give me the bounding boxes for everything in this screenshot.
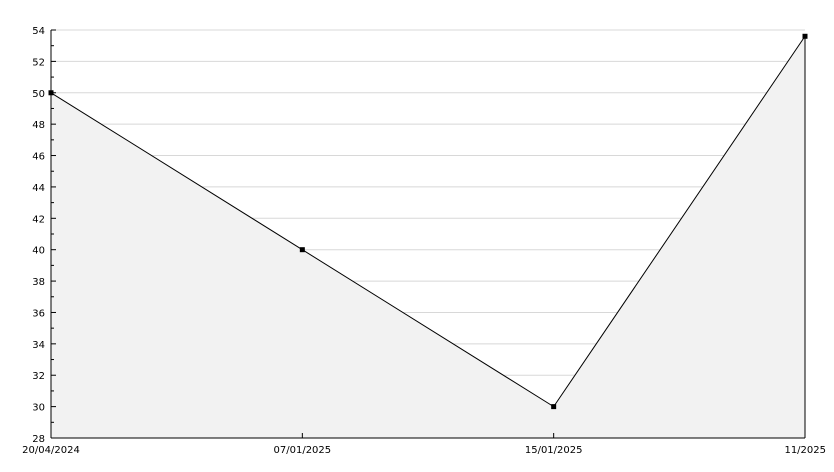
- data-point: [802, 33, 808, 39]
- y-tick-label: 46: [32, 152, 45, 163]
- series-line: [50, 35, 806, 408]
- y-tick-label: 44: [32, 183, 45, 194]
- y-tick-label: 42: [32, 214, 45, 225]
- x-tick-label: 07/01/2025: [274, 445, 332, 456]
- y-tick-label: 32: [32, 371, 45, 382]
- data-point: [551, 404, 557, 410]
- area-fill: [51, 36, 805, 439]
- x-tick-label: 11/2025: [784, 445, 826, 456]
- y-tick-label: 50: [32, 89, 45, 100]
- y-tick-label: 28: [32, 434, 45, 445]
- y-tick-label: 48: [32, 120, 45, 131]
- y-tick-label: 34: [32, 340, 45, 351]
- data-point: [48, 90, 54, 96]
- y-tick-label: 40: [32, 246, 45, 257]
- y-tick-label: 38: [32, 277, 45, 288]
- x-tick-label: 15/01/2025: [525, 445, 583, 456]
- y-tick-label: 54: [32, 26, 45, 37]
- y-tick-label: 30: [32, 403, 45, 414]
- y-tick-label: 36: [32, 308, 45, 319]
- x-tick-label: 20/04/2024: [22, 445, 80, 456]
- y-tick-label: 52: [32, 57, 45, 68]
- data-point: [299, 247, 305, 253]
